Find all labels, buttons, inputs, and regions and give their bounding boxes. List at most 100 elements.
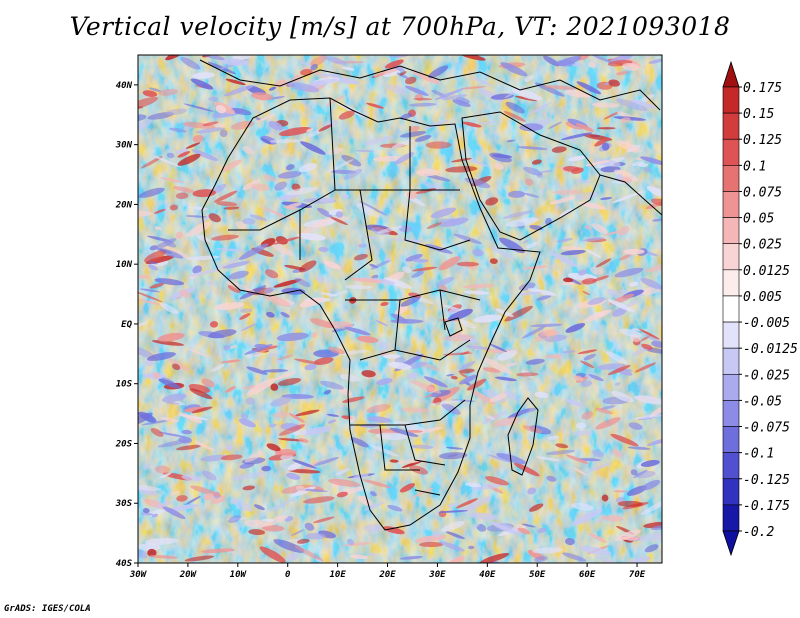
field-patch	[361, 370, 376, 378]
map-title: Vertical velocity [m/s] at 700hPa, VT: 2…	[69, 12, 731, 41]
field-patch	[203, 493, 214, 501]
field-patch	[612, 307, 628, 317]
field-patch	[278, 424, 306, 436]
field-patch	[461, 496, 492, 513]
field-patch	[284, 264, 305, 271]
field-patch	[620, 117, 631, 123]
field-patch	[616, 98, 648, 112]
field-patch	[644, 334, 661, 343]
field-patch	[242, 218, 256, 225]
field-patch	[382, 526, 405, 535]
field-patch	[250, 214, 267, 221]
field-patch	[186, 255, 220, 261]
field-patch	[191, 406, 213, 414]
colorbar-box	[722, 138, 740, 166]
field-patch	[393, 421, 425, 432]
field-patch	[157, 500, 173, 508]
field-patch	[266, 311, 275, 318]
field-patch	[389, 459, 399, 463]
field-patch	[206, 280, 214, 286]
field-patch	[524, 178, 534, 186]
field-patch	[466, 378, 487, 391]
field-patch	[487, 454, 511, 463]
field-patch	[429, 400, 462, 406]
field-patch	[530, 323, 563, 328]
field-patch	[304, 364, 317, 371]
field-patch	[366, 102, 384, 109]
field-patch	[567, 155, 587, 162]
field-patch	[242, 485, 255, 491]
field-patch	[600, 197, 613, 200]
field-patch	[289, 413, 305, 423]
field-patch	[268, 86, 277, 91]
field-patch	[231, 120, 255, 130]
field-patch	[287, 462, 302, 471]
field-patch	[633, 469, 648, 479]
field-patch	[623, 248, 645, 255]
field-patch	[613, 169, 639, 182]
lat-tick-label: 20S	[115, 439, 133, 449]
field-patch	[634, 395, 662, 405]
field-patch	[142, 90, 158, 97]
field-patch	[223, 345, 231, 351]
europe-coastline	[199, 59, 661, 111]
field-patch	[225, 78, 246, 86]
field-patch	[491, 450, 519, 456]
field-patch	[147, 548, 157, 557]
field-patch	[504, 390, 521, 401]
field-patch	[527, 288, 557, 296]
field-patch	[410, 487, 434, 499]
field-patch	[526, 102, 553, 116]
field-patch	[646, 186, 662, 200]
field-patch	[525, 358, 545, 365]
field-patch	[345, 284, 373, 290]
field-patch	[350, 277, 383, 283]
field-patch	[191, 149, 219, 162]
field-patch	[213, 190, 238, 203]
field-patch	[163, 239, 177, 248]
field-patch	[183, 103, 214, 112]
field-patch	[138, 187, 165, 198]
field-patch	[625, 300, 638, 307]
lat-tick-label: 10N	[116, 260, 133, 270]
field-patch	[467, 512, 498, 520]
field-patch	[209, 321, 219, 328]
field-patch	[152, 155, 182, 168]
field-patch	[565, 537, 575, 546]
field-patch	[228, 270, 249, 280]
field-patch	[576, 81, 602, 95]
field-patch	[534, 82, 565, 97]
field-patch	[637, 162, 649, 168]
field-patch	[640, 459, 660, 467]
field-patch	[561, 132, 593, 140]
field-patch	[152, 371, 161, 379]
field-patch	[565, 454, 589, 464]
field-patch	[463, 290, 490, 295]
field-patch	[189, 388, 213, 400]
field-patch	[335, 211, 344, 218]
field-patch	[547, 435, 560, 440]
lon-tick-label: 30E	[428, 570, 446, 580]
field-patch	[238, 243, 269, 260]
colorbar-label: -0.05	[743, 394, 782, 409]
field-patch	[613, 490, 628, 493]
field-patch	[368, 552, 376, 556]
lon-tick-label: 20W	[179, 570, 198, 580]
field-patch	[154, 208, 166, 214]
field-patch	[409, 380, 442, 394]
field-patch	[319, 380, 344, 390]
field-patch	[157, 332, 185, 342]
field-patch	[462, 121, 482, 128]
field-patch	[273, 539, 305, 553]
field-patch	[299, 297, 324, 308]
field-patch	[411, 271, 424, 278]
field-patch	[580, 380, 593, 387]
field-patch	[441, 402, 461, 415]
field-patch	[240, 323, 257, 332]
africa-coastline	[201, 97, 541, 531]
field-patch	[646, 438, 662, 447]
field-patch	[341, 194, 350, 199]
field-patch	[375, 432, 408, 441]
field-patch	[157, 439, 190, 448]
field-patch	[276, 332, 309, 342]
